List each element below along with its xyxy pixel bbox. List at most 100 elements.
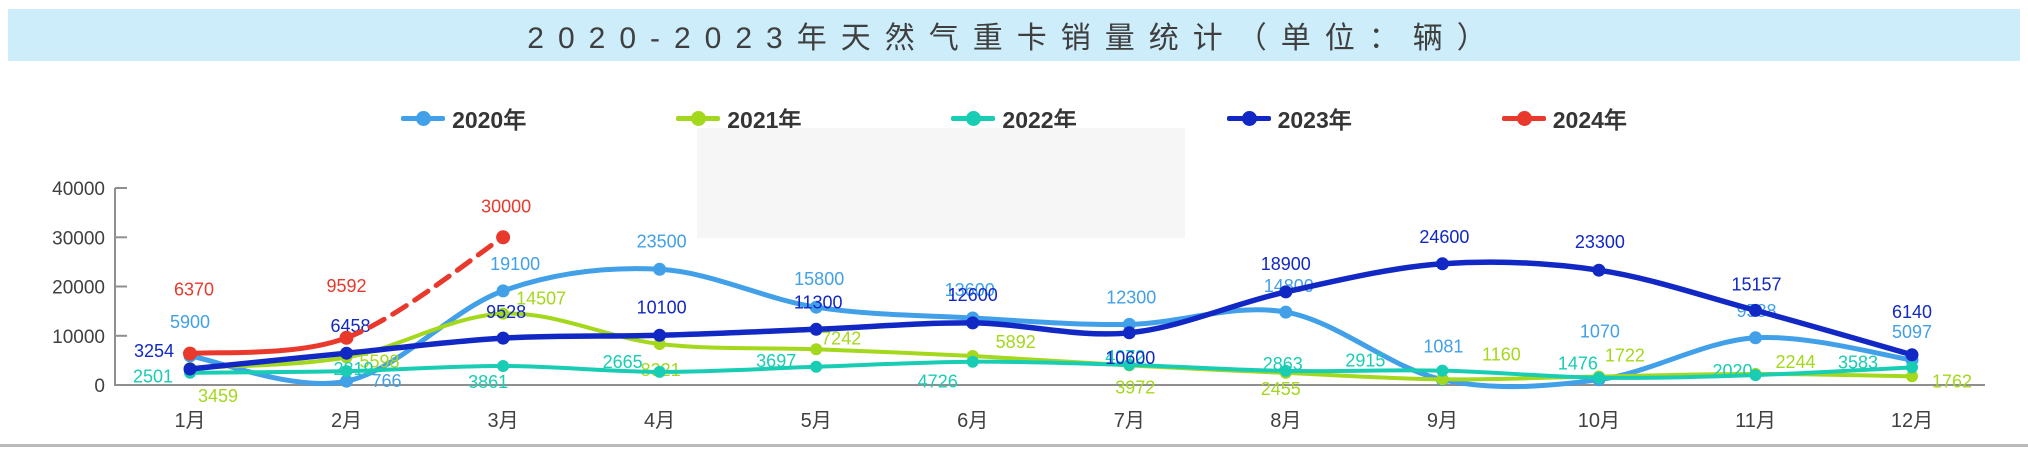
x-axis-label: 11月	[1735, 410, 1776, 432]
series-line-2024年	[344, 234, 506, 341]
legend-marker-icon	[401, 110, 446, 126]
series-marker-2023年	[1279, 285, 1293, 299]
watermark-remnant	[697, 128, 1185, 238]
x-axis-label: 10月	[1578, 410, 1620, 432]
page-bottom-border	[0, 444, 2028, 447]
data-label: 9592	[326, 276, 366, 296]
y-axis-label: 0	[94, 376, 105, 397]
series-marker-2020年	[809, 300, 823, 314]
legend-marker-icon	[676, 110, 721, 126]
series-marker-2023年	[496, 331, 510, 345]
series-marker-2021年	[497, 307, 510, 320]
data-label: 1160	[1482, 344, 1521, 364]
x-axis-label: 12月	[1891, 410, 1933, 432]
data-label: 5097	[1892, 322, 1932, 342]
legend-dot	[691, 111, 707, 126]
series-marker-2020年	[340, 374, 353, 388]
legend-dot	[1241, 111, 1257, 126]
data-label: 766	[371, 371, 401, 391]
data-label: 7242	[821, 328, 861, 348]
series-marker-2024年	[496, 230, 511, 245]
series-line-2022年	[188, 359, 1914, 380]
series-marker-2022年	[340, 365, 353, 378]
data-label: 5892	[996, 332, 1036, 352]
data-label: 2863	[1263, 354, 1303, 374]
x-axis-label: 4月	[644, 410, 675, 432]
series-marker-2023年	[966, 316, 980, 330]
data-label: 3861	[468, 372, 508, 392]
legend-item-2024年: 2024年	[1501, 101, 1627, 135]
legend-item-2020年: 2020年	[401, 101, 526, 135]
data-label: 23300	[1575, 232, 1625, 252]
chart-title: 2020-2023年天然气重卡销量统计（单位：辆）	[527, 22, 1501, 55]
data-label: 3697	[756, 351, 796, 371]
legend-dot	[1516, 111, 1532, 126]
series-marker-2020年	[496, 284, 510, 298]
data-label: 2455	[1261, 379, 1301, 399]
data-label: 1070	[1580, 322, 1620, 342]
data-label: 3583	[1838, 352, 1878, 372]
title-bar: 2020-2023年天然气重卡销量统计（单位：辆）	[8, 9, 2020, 61]
legend-label: 2020年	[452, 107, 527, 133]
x-axis-label: 3月	[488, 410, 519, 432]
series-marker-2023年	[1435, 257, 1449, 271]
data-label: 12600	[948, 285, 998, 305]
x-axis-label: 8月	[1270, 410, 1301, 432]
series-marker-2023年	[1905, 348, 1919, 362]
data-label: 10600	[1105, 348, 1155, 368]
data-label: 1476	[1558, 354, 1598, 374]
data-label: 2244	[1775, 352, 1815, 372]
data-label: 2665	[603, 352, 643, 372]
data-label: 3459	[198, 386, 238, 406]
series-marker-2024年	[183, 346, 197, 361]
legend-label: 2023年	[1277, 107, 1352, 133]
series-line-2023年	[187, 259, 1915, 372]
legend-dot	[966, 111, 982, 126]
series-marker-2023年	[340, 346, 353, 360]
legend-label: 2024年	[1552, 107, 1627, 133]
series-marker-2020年	[1749, 331, 1762, 345]
x-axis-label: 5月	[801, 410, 832, 432]
data-label: 6370	[174, 280, 214, 300]
data-label: 19100	[490, 254, 540, 274]
data-label: 2501	[133, 367, 173, 387]
data-label: 2915	[1345, 351, 1385, 371]
series-marker-2020年	[1279, 305, 1293, 319]
data-label: 2819	[333, 359, 373, 379]
y-axis-label: 30000	[52, 228, 105, 249]
series-marker-2022年	[1436, 364, 1449, 377]
series-marker-2022年	[966, 355, 979, 368]
series-marker-2023年	[653, 328, 667, 342]
series-marker-2021年	[1436, 373, 1449, 386]
x-axis-label: 7月	[1114, 410, 1145, 432]
series-marker-2021年	[810, 343, 823, 356]
x-axis-label: 9月	[1427, 410, 1458, 432]
series-marker-2023年	[1592, 263, 1606, 277]
series-marker-2024年	[339, 330, 354, 345]
data-label: 1081	[1423, 337, 1463, 357]
data-label: 4072	[1105, 347, 1145, 367]
data-label: 4726	[918, 372, 958, 392]
series-marker-2023年	[1122, 326, 1136, 340]
data-label: 15157	[1731, 274, 1781, 294]
data-label: 6140	[1892, 302, 1932, 322]
x-axis-label: 1月	[174, 410, 205, 432]
data-label: 23500	[637, 231, 687, 251]
data-label: 10100	[637, 297, 687, 317]
legend-marker-icon	[1226, 110, 1271, 126]
data-label: 5900	[170, 312, 210, 332]
data-label: 3254	[134, 341, 174, 361]
data-label: 30000	[481, 196, 531, 216]
legend-item-2023年: 2023年	[1226, 101, 1352, 135]
data-label: 9528	[486, 302, 526, 322]
data-label: 13600	[945, 280, 995, 300]
series-marker-2023年	[809, 322, 823, 336]
data-label: 11300	[794, 292, 843, 312]
series-marker-2022年	[1123, 358, 1136, 371]
series-marker-2021年	[1906, 370, 1918, 383]
y-axis-label: 20000	[52, 278, 105, 299]
y-axis-label: 40000	[52, 179, 105, 200]
series-marker-2022年	[810, 360, 823, 373]
series-marker-2022年	[653, 365, 666, 378]
